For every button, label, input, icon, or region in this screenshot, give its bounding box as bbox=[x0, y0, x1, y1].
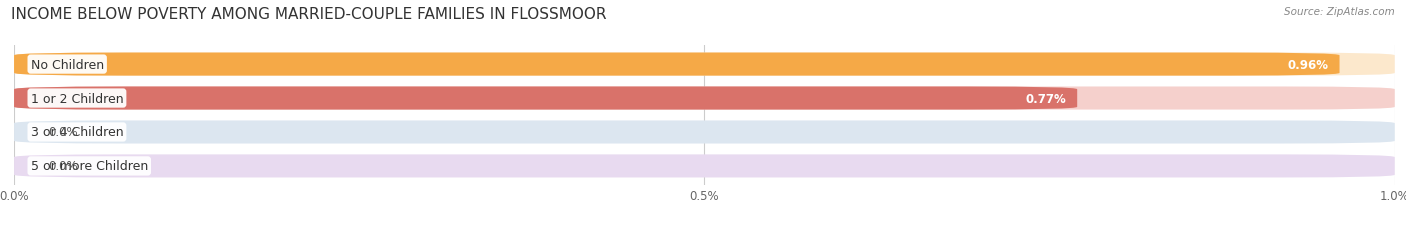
Text: 0.77%: 0.77% bbox=[1025, 92, 1066, 105]
Text: 1 or 2 Children: 1 or 2 Children bbox=[31, 92, 124, 105]
Text: 0.96%: 0.96% bbox=[1288, 58, 1329, 71]
Text: 0.0%: 0.0% bbox=[49, 160, 79, 173]
FancyBboxPatch shape bbox=[14, 155, 1395, 178]
Text: 0.0%: 0.0% bbox=[49, 126, 79, 139]
Text: 5 or more Children: 5 or more Children bbox=[31, 160, 148, 173]
Text: Source: ZipAtlas.com: Source: ZipAtlas.com bbox=[1284, 7, 1395, 17]
FancyBboxPatch shape bbox=[14, 53, 1395, 76]
Text: No Children: No Children bbox=[31, 58, 104, 71]
FancyBboxPatch shape bbox=[14, 53, 1340, 76]
FancyBboxPatch shape bbox=[14, 121, 1395, 144]
FancyBboxPatch shape bbox=[14, 87, 1395, 110]
FancyBboxPatch shape bbox=[14, 87, 1077, 110]
Text: INCOME BELOW POVERTY AMONG MARRIED-COUPLE FAMILIES IN FLOSSMOOR: INCOME BELOW POVERTY AMONG MARRIED-COUPL… bbox=[11, 7, 607, 22]
Text: 3 or 4 Children: 3 or 4 Children bbox=[31, 126, 124, 139]
